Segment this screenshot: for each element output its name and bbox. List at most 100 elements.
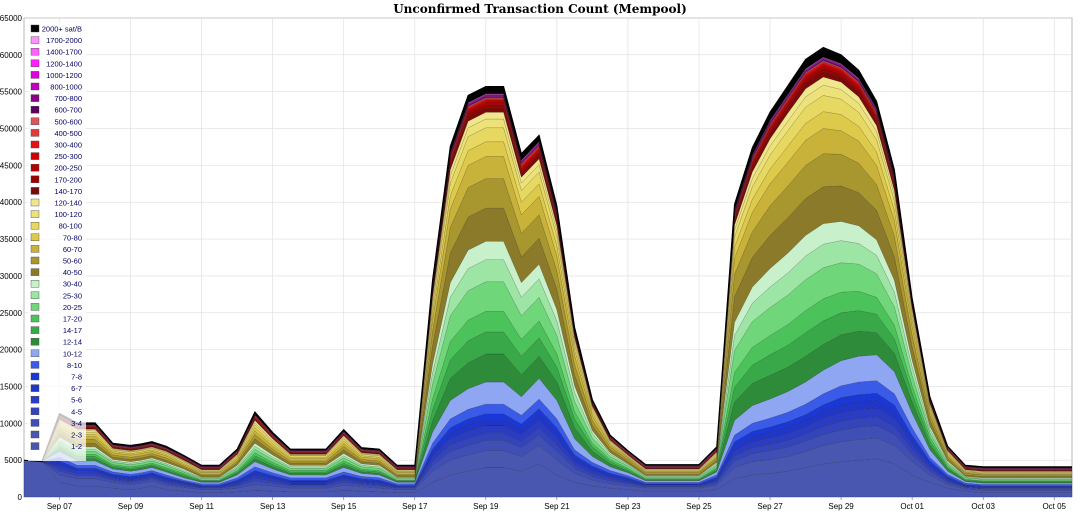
y-tick-label: 65000	[0, 14, 23, 23]
legend-label: 50-60	[63, 257, 82, 266]
legend-label: 170-200	[54, 175, 82, 184]
y-tick-label: 10000	[0, 419, 23, 428]
legend-label: 12-14	[63, 338, 82, 347]
legend-label: 30-40	[63, 280, 82, 289]
legend-label: 100-120	[54, 210, 82, 219]
legend-label: 1-2	[71, 442, 82, 451]
legend-swatch	[30, 303, 40, 311]
area-300-400	[23, 61, 1073, 470]
area-14-17	[23, 310, 1073, 483]
y-tick-label: 5000	[4, 456, 22, 465]
x-tick-label: Sep 11	[189, 502, 214, 511]
legend-swatch	[30, 384, 40, 392]
legend-swatch	[30, 233, 40, 242]
y-tick-label: 25000	[0, 309, 23, 318]
legend-label: 300-400	[54, 141, 82, 150]
x-tick-label: Sep 21	[544, 502, 570, 511]
x-tick-label: Oct 05	[1042, 502, 1066, 511]
legend-label: 1700-2000	[46, 36, 82, 45]
area-1-2	[23, 458, 1073, 498]
legend-swatch	[30, 117, 40, 126]
legend-label: 80-100	[59, 222, 82, 231]
x-tick-label: Sep 13	[260, 502, 286, 511]
x-tick-label: Oct 01	[900, 502, 924, 511]
legend-label: 200-250	[54, 164, 82, 173]
legend-swatch	[30, 372, 40, 381]
x-tick-label: Sep 25	[686, 502, 712, 511]
legend-label: 400-500	[54, 129, 82, 138]
x-tick-label: Sep 17	[402, 502, 428, 511]
legend-swatch	[30, 36, 40, 44]
legend-label: 3-4	[71, 419, 82, 428]
legend-swatch	[30, 152, 40, 160]
x-tick-label: Sep 09	[118, 502, 144, 511]
legend-swatch	[30, 245, 40, 253]
legend-label: 40-50	[63, 268, 82, 277]
area-8-10	[23, 380, 1073, 487]
y-tick-label: 45000	[0, 161, 23, 170]
y-tick-label: 30000	[0, 272, 23, 281]
y-tick-label: 50000	[0, 125, 23, 134]
y-tick-label: 55000	[0, 88, 23, 97]
legend-label: 10-12	[63, 349, 82, 358]
chart-title: Unconfirmed Transaction Count (Mempool)	[393, 2, 687, 16]
y-tick-label: 60000	[0, 51, 23, 60]
legend-swatch	[30, 361, 40, 369]
legend-swatch	[30, 407, 40, 415]
legend-label: 120-140	[54, 199, 82, 208]
legend-label: 2000+ sat/B	[42, 25, 82, 34]
area-600-700	[23, 59, 1073, 469]
y-tick-label: 40000	[0, 198, 23, 207]
legend-label: 1400-1700	[46, 48, 82, 57]
x-tick-label: Sep 07	[47, 502, 73, 511]
area-6-7	[23, 400, 1073, 488]
legend-swatch	[30, 326, 40, 334]
x-tick-label: Sep 19	[473, 502, 499, 511]
legend-label: 5-6	[71, 396, 82, 405]
legend-swatch	[30, 105, 40, 114]
legend-label: 6-7	[71, 384, 82, 393]
y-tick-label: 20000	[0, 346, 23, 355]
legend-label: 70-80	[63, 233, 82, 242]
legend-label: 8-10	[67, 361, 82, 370]
x-tick-label: Sep 15	[331, 502, 357, 511]
x-tick-label: Sep 23	[615, 502, 641, 511]
legend-swatch	[30, 291, 40, 299]
y-tick-label: 15000	[0, 382, 23, 391]
stacked-areas	[23, 46, 1073, 498]
legend-swatch	[30, 94, 40, 102]
legend-label: 140-170	[54, 187, 82, 196]
legend-swatch	[30, 349, 40, 357]
legend-label: 600-700	[54, 106, 82, 115]
legend-label: 14-17	[63, 326, 82, 335]
y-tick-label: 0	[18, 493, 23, 502]
total-outline	[23, 46, 1072, 468]
legend-label: 1200-1400	[46, 59, 82, 68]
legend-swatch	[30, 140, 40, 149]
y-tick-label: 35000	[0, 235, 23, 244]
x-tick-label: Sep 29	[828, 502, 854, 511]
legend-swatch	[30, 59, 40, 67]
legend-swatch	[30, 163, 40, 172]
legend-swatch	[30, 71, 40, 79]
legend: 2000+ sat/B 1700-2000 1400-1700 1200-1400 10…	[28, 22, 86, 461]
legend-label: 800-1000	[50, 83, 82, 92]
legend-swatch	[30, 210, 40, 218]
legend-swatch	[30, 256, 40, 265]
legend-swatch	[30, 82, 40, 91]
legend-swatch	[30, 314, 40, 323]
legend-label: 700-800	[54, 94, 82, 103]
legend-label: 60-70	[63, 245, 82, 254]
legend-swatch	[30, 198, 40, 207]
legend-swatch	[30, 338, 40, 346]
legend-swatch	[30, 48, 40, 56]
legend-swatch	[30, 221, 40, 230]
legend-label: 2-3	[71, 431, 82, 440]
legend-swatch	[30, 442, 40, 450]
legend-label: 17-20	[63, 315, 82, 324]
legend-label: 250-300	[54, 152, 82, 161]
axes: 0 5000 10000 15000 20000 25000 30000 35000 40000…	[0, 14, 1067, 511]
legend-swatch	[30, 24, 40, 33]
legend-swatch	[30, 280, 40, 288]
